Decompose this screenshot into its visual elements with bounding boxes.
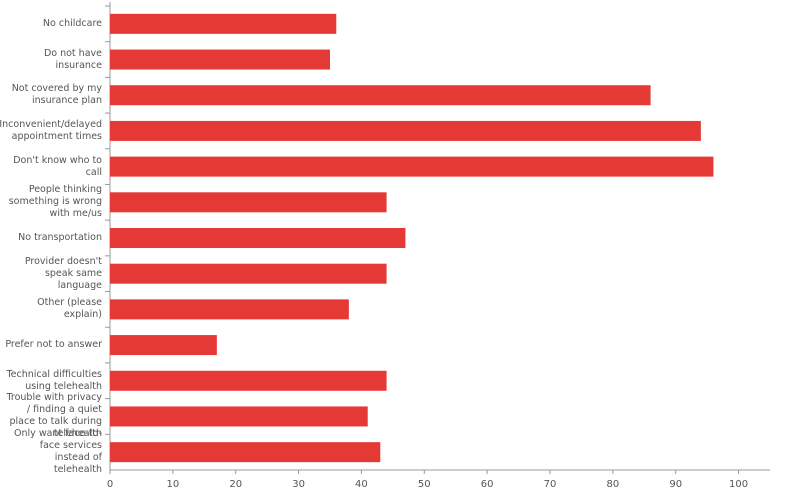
x-tick-label: 0 — [107, 479, 113, 490]
bar — [110, 85, 651, 106]
x-tick-label: 30 — [292, 479, 305, 490]
y-tick-label: Inconvenient/delayed appointment times — [0, 118, 102, 142]
y-tick-label: No childcare — [42, 17, 102, 29]
bar — [110, 335, 217, 356]
y-tick-label: Trouble with privacy / finding a quiet p… — [6, 392, 102, 440]
bar — [110, 49, 330, 70]
x-tick-label: 80 — [606, 479, 619, 490]
y-tick-label: Other (please explain) — [37, 297, 102, 321]
x-tick-label: 100 — [729, 479, 748, 490]
bar — [110, 192, 387, 213]
y-tick-label: Prefer not to answer — [5, 339, 102, 351]
y-tick-label: Provider doesn't speak same language — [24, 255, 102, 291]
x-tick-label: 10 — [166, 479, 179, 490]
y-tick-label: Don't know who to call — [13, 154, 102, 178]
bar — [110, 228, 406, 248]
x-tick-label: 70 — [544, 479, 557, 490]
y-tick-label: People thinking something is wrong with … — [8, 184, 102, 220]
bar — [110, 156, 714, 177]
y-tick-label: Only want face-to-face services instead … — [14, 428, 102, 476]
y-tick-label: Not covered by my insurance plan — [11, 83, 102, 107]
x-tick-label: 40 — [355, 479, 368, 490]
bar — [110, 370, 387, 391]
bar — [110, 120, 701, 141]
x-tick-label: 90 — [669, 479, 682, 490]
bar — [110, 263, 387, 284]
x-tick-label: 60 — [481, 479, 494, 490]
bar — [110, 442, 381, 463]
bar — [110, 13, 337, 34]
x-tick-label: 20 — [229, 479, 242, 490]
y-tick-label: Do not have insurance — [43, 47, 102, 71]
bar — [110, 299, 349, 320]
y-tick-label: No transportation — [18, 231, 102, 243]
bar — [110, 406, 368, 427]
y-tick-label: Technical difficulties using telehealth — [6, 368, 102, 392]
x-tick-label: 50 — [418, 479, 431, 490]
